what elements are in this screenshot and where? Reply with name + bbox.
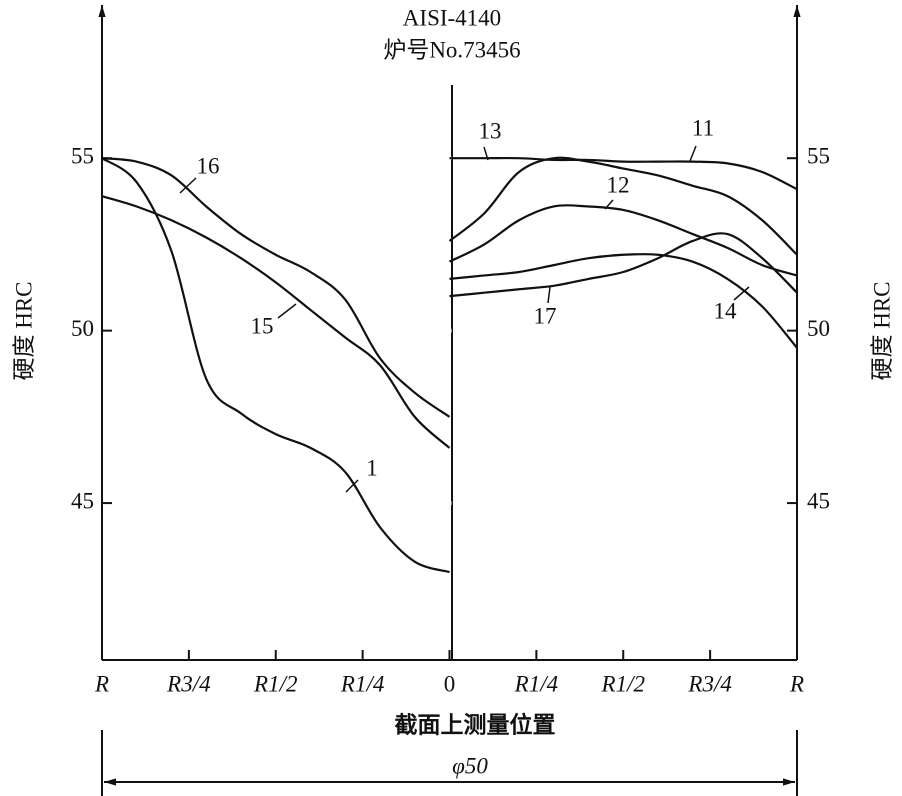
x-tick-label: R1/4 [340,671,384,696]
label-leader [733,286,750,301]
label-leader [689,145,697,162]
curve [101,157,451,418]
curve-label: 15 [251,313,274,338]
curve [449,156,798,191]
curve-label: 1 [366,455,378,480]
x-tick-label: R3/4 [687,671,731,696]
label-leader [277,303,297,319]
x-tick-label: R [94,671,109,696]
label-leader [179,177,197,194]
curve [101,157,450,574]
chart-title: AISI-4140 [403,5,501,30]
y2-axis-label: 硬度 HRC [869,281,894,380]
curve [101,195,451,449]
curve-label: 12 [607,172,630,197]
label-leader [547,286,551,304]
curve-label: 16 [197,153,220,178]
y2-tick-label: 45 [807,488,830,513]
chart-subtitle: 炉号No.73456 [383,37,520,62]
y-tick-label: 45 [71,488,94,513]
curve [449,204,798,277]
x-tick-label: R [789,671,804,696]
x-tick-label: R1/4 [514,671,558,696]
y-tick-label: 55 [71,143,94,168]
curve-label: 17 [534,303,557,328]
label-leader [604,199,614,210]
y2-tick-label: 50 [807,316,830,341]
curve [448,156,798,256]
label-leader [345,479,359,493]
y2-tick-label: 55 [807,143,830,168]
x-tick-label: R3/4 [166,671,210,696]
x-tick-label: 0 [444,671,456,696]
y-tick-label: 50 [71,316,94,341]
x-axis-label: 截面上测量位置 [395,711,556,737]
curve [449,232,798,298]
y-axis-label: 硬度 HRC [11,281,36,380]
curve [449,253,798,349]
x-tick-label: R1/2 [601,671,645,696]
x-tick-label: R1/2 [253,671,297,696]
curve-label: 11 [692,115,714,140]
curve-label: 13 [479,118,502,143]
curve-label: 14 [714,298,738,323]
dimension-label: φ50 [452,753,488,778]
